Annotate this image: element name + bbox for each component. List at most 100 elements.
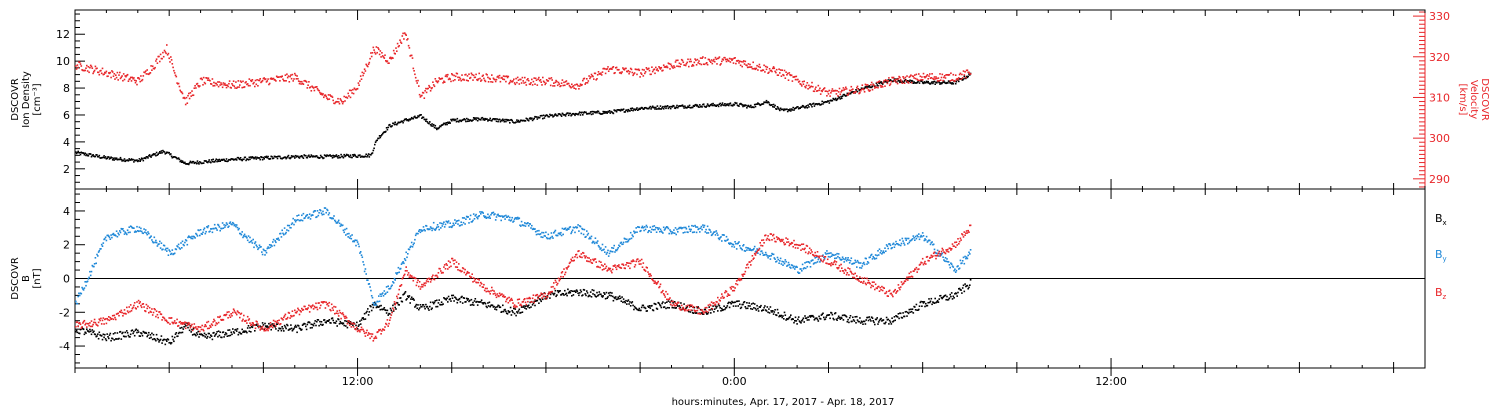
series-bz-point — [213, 318, 215, 321]
density-series-point — [109, 157, 112, 159]
velocity-series-point — [486, 74, 488, 76]
series-bx-point — [802, 317, 805, 319]
velocity-series-point — [209, 79, 211, 82]
series-bx-point — [386, 309, 389, 312]
density-series-point — [821, 100, 823, 103]
series-by-point — [399, 267, 402, 270]
series-bx-point — [791, 318, 794, 320]
series-by-point — [320, 212, 323, 214]
series-bx-point — [154, 338, 156, 341]
density-series-point — [533, 117, 535, 120]
velocity-series-point — [241, 86, 243, 89]
density-series-point — [569, 112, 572, 115]
velocity-series-point — [685, 63, 688, 65]
series-bx-point — [343, 324, 345, 327]
series-bx-point — [864, 323, 867, 325]
velocity-series-point — [491, 81, 494, 83]
series-bz-point — [76, 321, 79, 323]
velocity-series-point — [553, 85, 556, 87]
series-bx-point — [756, 304, 758, 307]
velocity-series-point — [367, 65, 369, 68]
velocity-series-point — [895, 81, 897, 84]
series-bx-point — [164, 343, 167, 346]
density-series-point — [866, 85, 868, 88]
series-by-point — [706, 225, 709, 228]
velocity-series-point — [118, 74, 120, 76]
series-bx-point — [494, 306, 497, 309]
density-series-point — [907, 80, 909, 82]
velocity-series-point — [586, 82, 589, 84]
density-series-point — [309, 156, 312, 158]
series-by-point — [587, 232, 590, 235]
series-bx-point — [575, 291, 577, 293]
series-by-point — [356, 239, 358, 242]
series-by-point — [254, 242, 256, 245]
series-bz-point — [146, 307, 148, 310]
left-axis-title-line: DSCOVR — [10, 257, 21, 300]
density-series-point — [727, 103, 729, 105]
velocity-series-point — [396, 50, 398, 52]
velocity-series-point — [514, 83, 517, 86]
series-bx-point — [111, 337, 113, 340]
series-by-point — [914, 235, 917, 238]
density-series-point — [137, 160, 140, 162]
density-series-point — [903, 80, 906, 82]
velocity-series-point — [159, 60, 161, 63]
velocity-series-point — [873, 84, 875, 87]
velocity-series-point — [415, 80, 418, 82]
density-series-point — [929, 83, 932, 85]
velocity-series-point — [465, 79, 468, 82]
series-by-point — [593, 241, 595, 243]
velocity-series-point — [593, 78, 595, 80]
velocity-series-point — [786, 74, 788, 76]
series-by-point — [859, 262, 862, 264]
series-by-point — [329, 217, 331, 219]
series-by-point — [297, 214, 300, 216]
velocity-series-point — [383, 57, 386, 59]
density-series-point — [696, 104, 699, 106]
series-bx-point — [870, 320, 872, 322]
velocity-series-points — [75, 32, 972, 106]
velocity-series-point — [691, 65, 693, 67]
velocity-series-point — [431, 87, 433, 89]
velocity-series-point — [794, 78, 797, 81]
series-bx-point — [293, 327, 295, 330]
density-series-point — [111, 159, 114, 161]
density-series-point — [275, 156, 278, 158]
density-series-point — [893, 78, 896, 80]
velocity-series-point — [371, 52, 374, 54]
density-series-point — [772, 103, 775, 106]
density-series-point — [779, 109, 781, 112]
series-by-point — [191, 235, 193, 238]
series-by-point — [222, 227, 225, 229]
velocity-series-point — [348, 89, 351, 92]
velocity-series-point — [91, 67, 94, 69]
velocity-series-point — [392, 49, 395, 52]
velocity-series-point — [144, 70, 147, 72]
series-bx-point — [134, 329, 137, 332]
velocity-series-point — [217, 85, 220, 88]
density-series-point — [475, 118, 477, 121]
density-series-point — [403, 119, 405, 122]
series-bx-point — [286, 323, 288, 326]
series-bz-point — [188, 323, 191, 325]
density-series-point — [112, 157, 115, 160]
series-by-point — [543, 234, 546, 237]
velocity-series-point — [129, 76, 132, 79]
density-series-point — [159, 151, 161, 153]
density-series-point — [497, 120, 499, 123]
series-by-point — [926, 241, 929, 243]
series-by-point — [275, 241, 277, 244]
velocity-series-point — [563, 81, 565, 84]
velocity-series-point — [938, 80, 940, 82]
velocity-series-point — [494, 78, 496, 81]
series-bx-point — [221, 336, 223, 339]
series-bz-point — [168, 317, 170, 319]
velocity-series-point — [859, 90, 862, 92]
density-series-point — [775, 108, 778, 110]
velocity-series-point — [169, 61, 171, 63]
series-by-point — [733, 246, 736, 248]
series-bx-point — [120, 338, 123, 340]
density-series-point — [923, 81, 926, 83]
velocity-series-point — [842, 87, 845, 89]
